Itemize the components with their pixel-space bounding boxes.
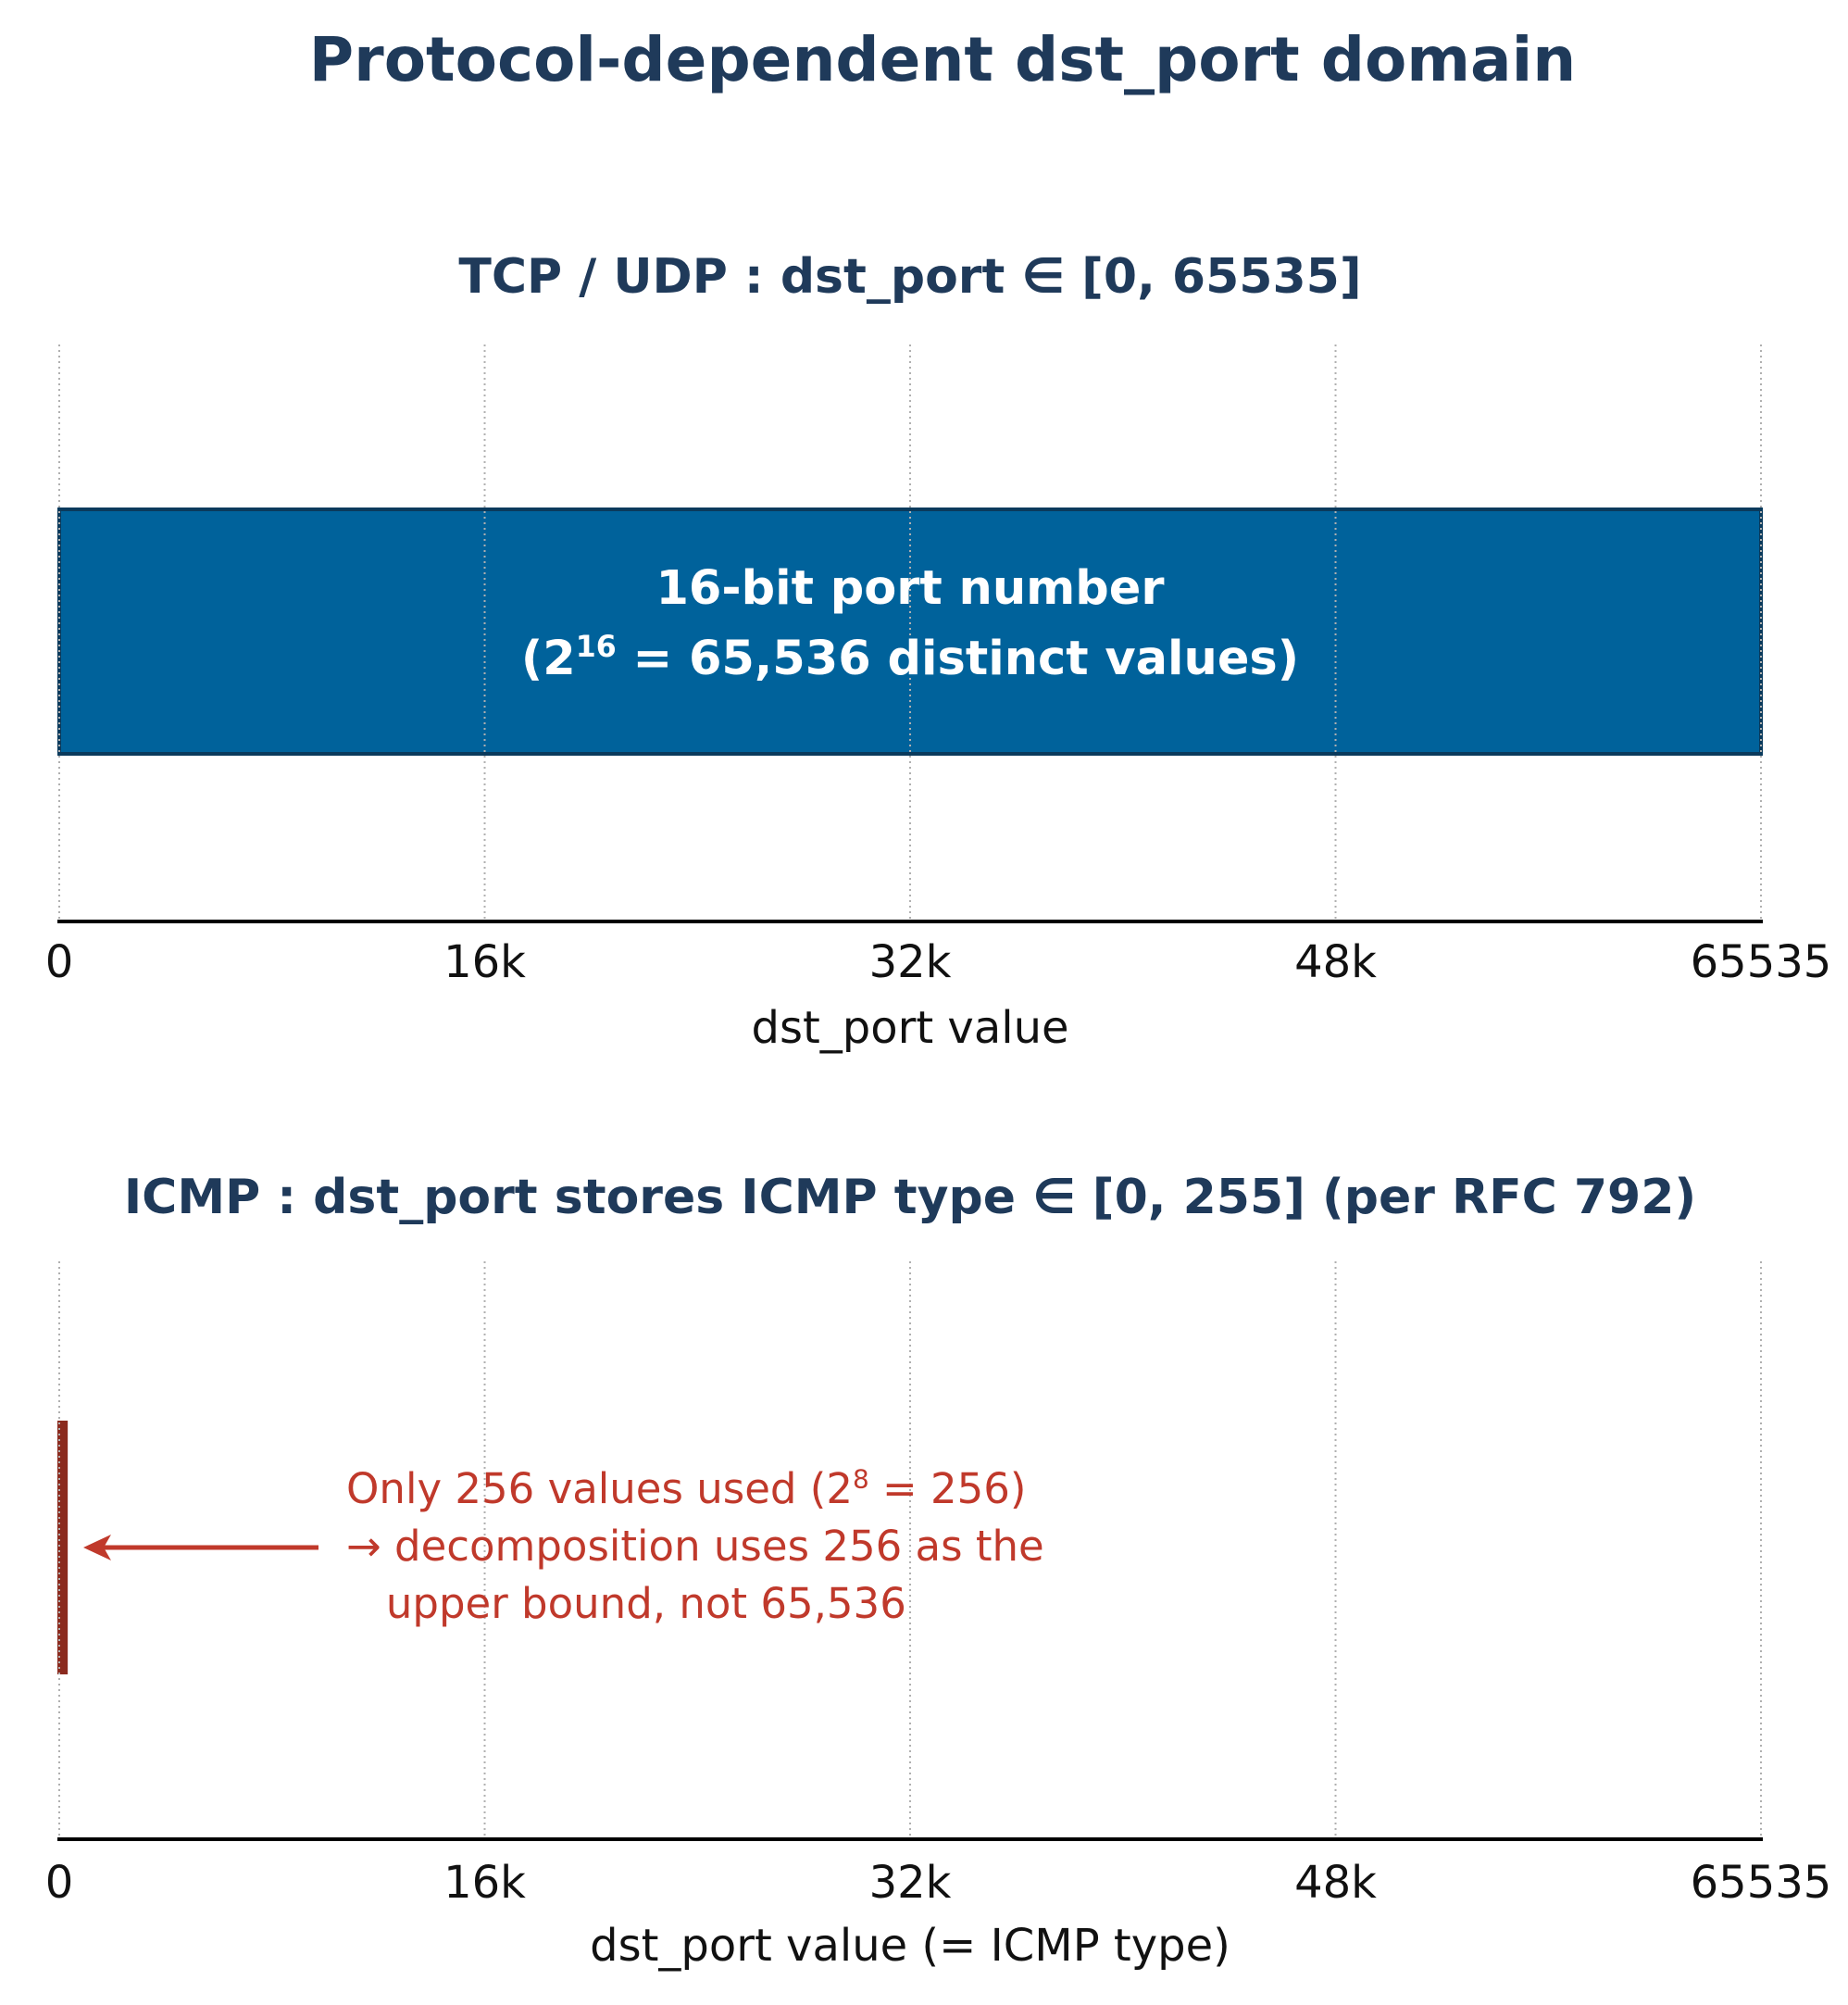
x-tick-label: 48k — [1294, 1857, 1377, 1909]
x-tick-label: 65535 — [1691, 1857, 1832, 1909]
annotation-text: upper bound, not 65,536 — [346, 1579, 906, 1628]
annotation-arrowhead — [83, 1535, 111, 1560]
x-tick-label: 32k — [869, 936, 952, 988]
annotation-text: → decomposition uses 256 as the — [346, 1522, 1044, 1571]
x-tick-label: 16k — [443, 936, 526, 988]
annotation-text-part: Only 256 values used (2 — [346, 1464, 853, 1513]
annotation-text-part: 8 — [853, 1463, 869, 1494]
x-tick-label: 65535 — [1691, 936, 1832, 988]
x-axis-label: dst_port value — [751, 1002, 1068, 1054]
annotation-text-part: upper bound, not 65,536 — [346, 1579, 906, 1628]
bar-label-part: 16 — [576, 631, 617, 664]
x-tick-label: 16k — [443, 1857, 526, 1909]
subplot-title: ICMP : dst_port stores ICMP type ∈ [0, 2… — [124, 1170, 1696, 1225]
bar-label: 16-bit port number — [656, 561, 1164, 616]
annotation-text-part: = 256) — [869, 1464, 1027, 1513]
x-tick-label: 0 — [45, 1857, 74, 1909]
bar-label-part: = 65,536 distinct values) — [617, 632, 1299, 686]
bar-label-part: (2 — [521, 632, 576, 686]
annotation-text-part: → decomposition uses 256 as the — [346, 1522, 1044, 1571]
bar-label-part: 16-bit port number — [656, 561, 1164, 616]
bar-label: (216 = 65,536 distinct values) — [521, 631, 1299, 686]
x-tick-label: 48k — [1294, 936, 1377, 988]
bar — [57, 1421, 69, 1674]
x-tick-label: 32k — [869, 1857, 952, 1909]
x-axis-label: dst_port value (= ICMP type) — [590, 1920, 1230, 1972]
annotation-text: Only 256 values used (28 = 256) — [346, 1463, 1026, 1513]
subplot-title: TCP / UDP : dst_port ∈ [0, 65535] — [458, 249, 1361, 305]
figure-title: Protocol-dependent dst_port domain — [309, 24, 1576, 95]
x-tick-label: 0 — [45, 936, 74, 988]
